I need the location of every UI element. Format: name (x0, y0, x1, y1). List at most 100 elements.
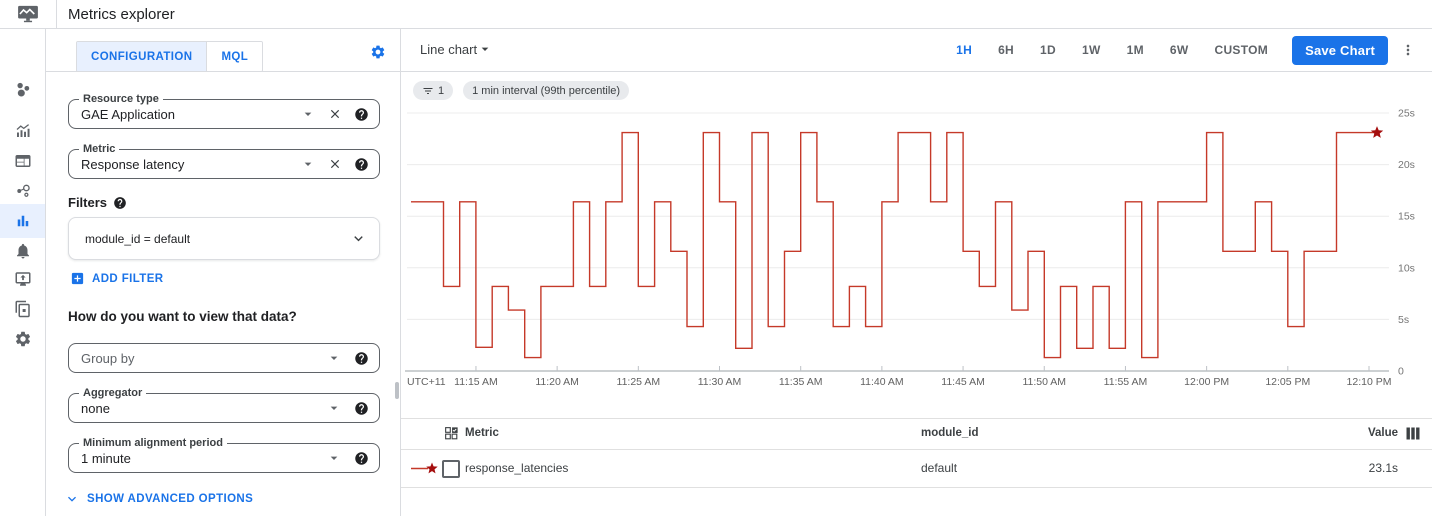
metric-label: Metric (79, 143, 120, 155)
help-icon[interactable] (354, 401, 369, 416)
cell-module-id: default (921, 461, 958, 475)
bar-chart-icon (14, 212, 32, 230)
more-options-icon[interactable] (1398, 40, 1418, 60)
chevron-down-icon (68, 496, 76, 502)
metric-value: Response latency (81, 156, 185, 172)
config-panel: CONFIGURATION MQL Resource type GAE Appl… (46, 29, 401, 516)
table-row[interactable]: response_latencies default 23.1s (401, 450, 1432, 488)
x-axis-tick-label: 11:55 AM (1104, 376, 1148, 388)
sidebar-item-groups[interactable] (0, 294, 45, 324)
view-data-question: How do you want to view that data? (68, 309, 297, 324)
dropdown-arrow-icon (481, 47, 489, 51)
min-alignment-label: Minimum alignment period (79, 437, 227, 449)
filter-expression: module_id = default (85, 231, 191, 246)
chevron-down-icon[interactable] (326, 350, 342, 366)
x-axis-tick-label: 12:10 PM (1347, 376, 1392, 388)
chevron-down-icon[interactable] (326, 400, 342, 416)
time-range-custom[interactable]: CUSTOM (1214, 43, 1269, 57)
metrics-table: Metric module_id Value (401, 418, 1432, 488)
sidebar-item-settings[interactable] (0, 324, 45, 354)
save-chart-button[interactable]: Save Chart (1292, 35, 1388, 65)
sidebar-item-dashboards[interactable] (0, 146, 45, 176)
groups-icon (14, 300, 32, 318)
sidebar-item-metrics[interactable] (0, 116, 45, 146)
column-header-metric[interactable]: Metric (465, 427, 499, 439)
chevron-down-icon[interactable] (326, 450, 342, 466)
chart-panel: Line chart 1H 6H 1D 1W 1M 6W CUSTOM Save Chart… (401, 29, 1432, 516)
y-axis-tick-label: 20s (1398, 159, 1415, 171)
sidebar-item-uptime-checks[interactable] (0, 264, 45, 294)
x-axis-tick-label: 11:25 AM (617, 376, 661, 388)
column-select-icon[interactable] (445, 427, 458, 440)
timeseries-chart[interactable]: 0 5s 10s 15s 20s 25s UTC+11 11:15 AM 11:20 AM 11:… (401, 95, 1432, 405)
config-header: CONFIGURATION MQL (46, 29, 400, 72)
monitoring-logo[interactable] (0, 0, 57, 28)
help-icon[interactable] (113, 196, 127, 210)
chart-header: Line chart 1H 6H 1D 1W 1M 6W CUSTOM Save Chart (401, 29, 1432, 72)
x-axis-tick-label: UTC+11 (407, 376, 446, 388)
x-axis-tick-label: 11:15 AM (454, 376, 498, 388)
sidebar-item-metrics-explorer[interactable] (0, 204, 45, 238)
resource-type-field[interactable]: Resource type GAE Application (68, 93, 380, 129)
chevron-down-icon[interactable] (350, 230, 367, 247)
gear-icon (14, 330, 32, 348)
config-settings-gear-icon[interactable] (370, 44, 386, 60)
bell-icon (14, 242, 32, 260)
chevron-down-icon[interactable] (300, 106, 316, 122)
column-header-module-id[interactable]: module_id (921, 427, 979, 439)
tab-configuration[interactable]: CONFIGURATION (77, 42, 207, 71)
sidebar-item-overview[interactable] (0, 74, 45, 104)
column-header-value[interactable]: Value (1367, 427, 1398, 439)
x-axis-tick-label: 11:40 AM (860, 376, 904, 388)
time-range-6h[interactable]: 6H (998, 43, 1015, 57)
interval-chip[interactable]: 1 min interval (99th percentile) (463, 81, 630, 100)
clear-icon[interactable] (328, 157, 342, 171)
x-axis-tick-label: 12:00 PM (1184, 376, 1229, 388)
min-alignment-field[interactable]: Minimum alignment period 1 minute (68, 437, 380, 473)
aggregator-field[interactable]: Aggregator none (68, 387, 380, 423)
resource-type-value: GAE Application (81, 106, 175, 122)
time-range-1d[interactable]: 1D (1040, 43, 1056, 57)
config-scrollbar[interactable] (395, 382, 399, 399)
resource-type-label: Resource type (79, 93, 163, 105)
monitoring-overview-icon (13, 80, 32, 99)
view-column-icon[interactable] (1406, 427, 1420, 440)
dashboards-icon (14, 152, 32, 170)
time-range-6w[interactable]: 6W (1169, 43, 1189, 57)
x-axis-tick-label: 11:20 AM (535, 376, 579, 388)
tab-mql[interactable]: MQL (206, 42, 263, 71)
cell-value: 23.1s (1368, 461, 1398, 475)
show-advanced-options-button[interactable]: SHOW ADVANCED OPTIONS (64, 491, 253, 507)
filter-card[interactable]: module_id = default (68, 217, 380, 260)
table-header-row: Metric module_id Value (401, 418, 1432, 450)
filter-list-icon (423, 87, 433, 94)
chart-type-dropdown[interactable]: Line chart (420, 41, 493, 57)
time-range-1h[interactable]: 1H (956, 43, 973, 57)
filter-count-chip[interactable]: 1 (413, 81, 454, 100)
trend-chart-icon (14, 122, 32, 140)
chevron-down-icon[interactable] (300, 156, 316, 172)
aggregator-value: none (81, 400, 110, 416)
group-by-placeholder: Group by (81, 350, 135, 366)
row-checkbox[interactable] (442, 460, 460, 478)
aggregator-label: Aggregator (79, 387, 147, 399)
x-axis-tick-label: 12:05 PM (1265, 376, 1310, 388)
sidebar-item-services[interactable] (0, 176, 45, 206)
help-icon[interactable] (354, 451, 369, 466)
monitoring-logo-icon (18, 5, 38, 23)
clear-icon[interactable] (328, 107, 342, 121)
x-axis-tick-label: 11:35 AM (779, 376, 823, 388)
group-by-field[interactable]: Group by (68, 343, 380, 373)
sidebar-item-alerting[interactable] (0, 236, 45, 266)
y-axis-tick-label: 10s (1398, 262, 1415, 274)
metric-field[interactable]: Metric Response latency (68, 143, 380, 179)
help-icon[interactable] (354, 351, 369, 366)
y-axis-tick-label: 25s (1398, 108, 1415, 120)
left-nav (0, 29, 46, 516)
time-range-1m[interactable]: 1M (1126, 43, 1144, 57)
help-icon[interactable] (354, 157, 369, 172)
add-filter-button[interactable]: ADD FILTER (70, 271, 164, 286)
help-icon[interactable] (354, 107, 369, 122)
time-range-1w[interactable]: 1W (1081, 43, 1101, 57)
